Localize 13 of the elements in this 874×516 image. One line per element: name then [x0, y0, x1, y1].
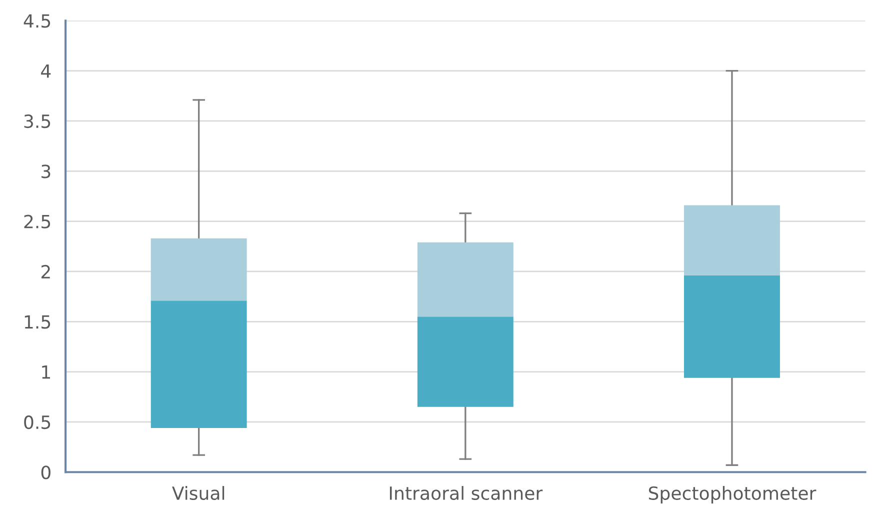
y-tick-label: 3 — [42, 164, 50, 178]
y-tick-label: 1.5 — [24, 315, 50, 329]
y-tick-label: 4 — [41, 64, 51, 78]
y-tick-label: 3.5 — [24, 114, 50, 128]
y-tick-label: 0 — [41, 466, 50, 480]
x-tick-label: Spectophotometer — [648, 486, 816, 504]
y-tick-label: 2 — [41, 264, 50, 278]
x-tick-label: Visual — [172, 486, 224, 500]
y-tick-label: 0.5 — [24, 415, 50, 430]
y-tick-label: 1 — [42, 366, 50, 379]
y-tick-label: 4.5 — [24, 14, 50, 28]
x-tick-label: Intraoral scanner — [390, 486, 543, 500]
y-tick-label: 2.5 — [24, 214, 50, 228]
